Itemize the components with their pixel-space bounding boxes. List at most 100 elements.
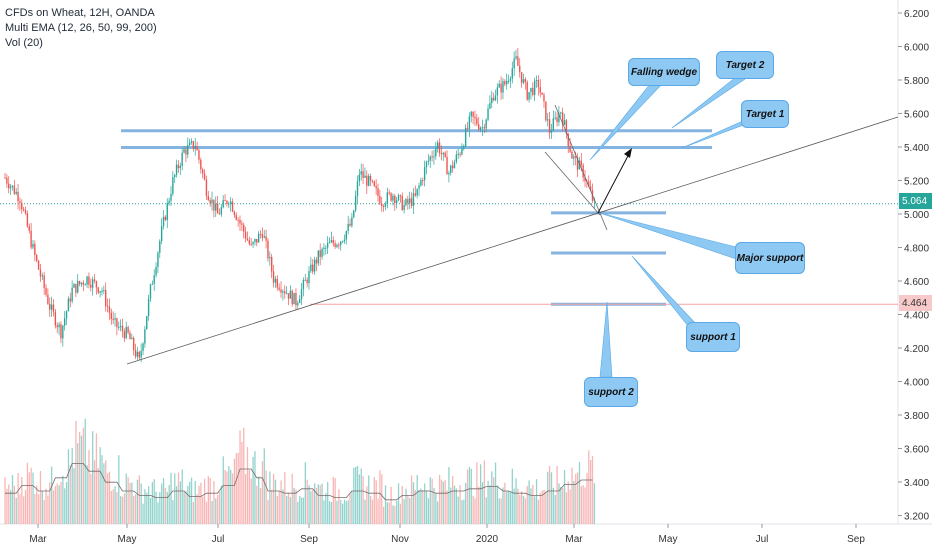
support2-callout[interactable]: support 2	[584, 377, 638, 407]
candle-body	[394, 195, 396, 204]
volume-bar	[452, 476, 454, 524]
volume-bar	[569, 489, 571, 524]
volume-bar	[47, 495, 49, 524]
candle-body	[63, 318, 66, 326]
candle-body	[172, 177, 174, 194]
candle-body	[388, 192, 390, 194]
candle-body	[401, 195, 403, 210]
falling-wedge-callout[interactable]: Falling wedge	[628, 58, 700, 86]
volume-bar	[56, 483, 58, 524]
candle-body	[338, 244, 340, 246]
ema-indicator-label[interactable]: Multi EMA (12, 26, 50, 99, 200)	[5, 22, 157, 34]
volume-bar	[302, 497, 305, 524]
volume-bar	[144, 489, 146, 524]
candle-body	[515, 56, 517, 59]
volume-bar	[526, 486, 528, 524]
candle-body	[373, 181, 375, 186]
candle-body	[392, 195, 394, 201]
volume-bar	[110, 490, 113, 524]
volume-bar	[121, 496, 124, 524]
candle-body	[306, 279, 308, 284]
candle-body	[487, 108, 489, 120]
candle-body	[13, 185, 16, 194]
volume-bar	[424, 483, 426, 524]
candle-body	[39, 269, 42, 277]
volume-bar	[310, 491, 312, 524]
volume-bar	[258, 476, 260, 524]
candle-body	[114, 318, 116, 320]
volume-bar	[274, 479, 277, 524]
volume-bar	[280, 480, 282, 524]
volume-bar	[287, 492, 290, 524]
volume-bar	[332, 476, 334, 524]
volume-bar	[517, 488, 519, 524]
symbol-title[interactable]: CFDs on Wheat, 12H, OANDA	[5, 7, 155, 19]
x-tick-label: May	[118, 534, 137, 545]
volume-bar	[108, 471, 111, 524]
volume-bar	[196, 494, 198, 524]
target1-callout[interactable]: Target 1	[741, 100, 789, 128]
candle-body	[272, 271, 275, 283]
volume-bar	[116, 492, 118, 524]
candle-body	[474, 116, 476, 119]
candle-body	[246, 238, 249, 241]
candle-body	[476, 118, 478, 125]
volume-bar	[73, 468, 75, 524]
candle-body	[550, 130, 553, 133]
candle-body	[576, 157, 579, 170]
candle-body	[571, 151, 573, 159]
candle-body	[399, 195, 402, 197]
candle-body	[263, 236, 265, 238]
volume-bar	[450, 487, 452, 524]
volume-bar	[474, 498, 476, 524]
volume-bar	[21, 476, 23, 524]
candle-body	[112, 318, 114, 320]
callout-pointer	[599, 301, 613, 378]
volume-bar	[64, 488, 66, 524]
candle-body	[528, 92, 530, 100]
wedge-lower-line	[544, 151, 601, 216]
volume-bar	[386, 502, 389, 524]
volume-bar	[271, 489, 273, 524]
major-support-callout[interactable]: Major support	[735, 242, 805, 274]
volume-indicator-label[interactable]: Vol (20)	[5, 37, 43, 49]
volume-bar	[394, 506, 396, 524]
candle-body	[95, 281, 98, 288]
candle-body	[532, 87, 534, 95]
volume-bar	[422, 490, 424, 524]
candles	[4, 48, 596, 363]
volume-bar	[586, 473, 588, 524]
candle-body	[256, 238, 258, 243]
candle-body	[69, 298, 71, 302]
volume-bar	[562, 487, 564, 524]
candle-body	[265, 236, 267, 241]
volume-bar	[170, 472, 172, 524]
candle-body	[101, 290, 103, 292]
candle-body	[285, 293, 288, 295]
candle-body	[354, 195, 357, 211]
volume-bar	[299, 495, 301, 524]
candle-body	[517, 56, 519, 66]
volume-bar	[343, 499, 346, 524]
candle-body	[345, 231, 347, 240]
volume-bar	[8, 484, 10, 524]
candle-body	[49, 303, 51, 310]
volume-bar	[435, 493, 437, 524]
volume-bar	[355, 467, 357, 524]
candle-body	[519, 65, 521, 73]
volume-bar	[565, 492, 568, 524]
volume-bar	[571, 467, 573, 524]
volume-bar	[442, 481, 444, 524]
volume-bar	[166, 491, 168, 524]
candle-body	[440, 153, 443, 155]
candle-body	[414, 193, 416, 196]
volume-bar	[338, 489, 340, 524]
candle-body	[397, 195, 400, 201]
support1-callout[interactable]: support 1	[686, 322, 740, 352]
candle-body	[162, 216, 165, 227]
volume-bar	[54, 485, 57, 524]
candle-body	[491, 97, 493, 104]
target2-callout[interactable]: Target 2	[716, 51, 774, 79]
